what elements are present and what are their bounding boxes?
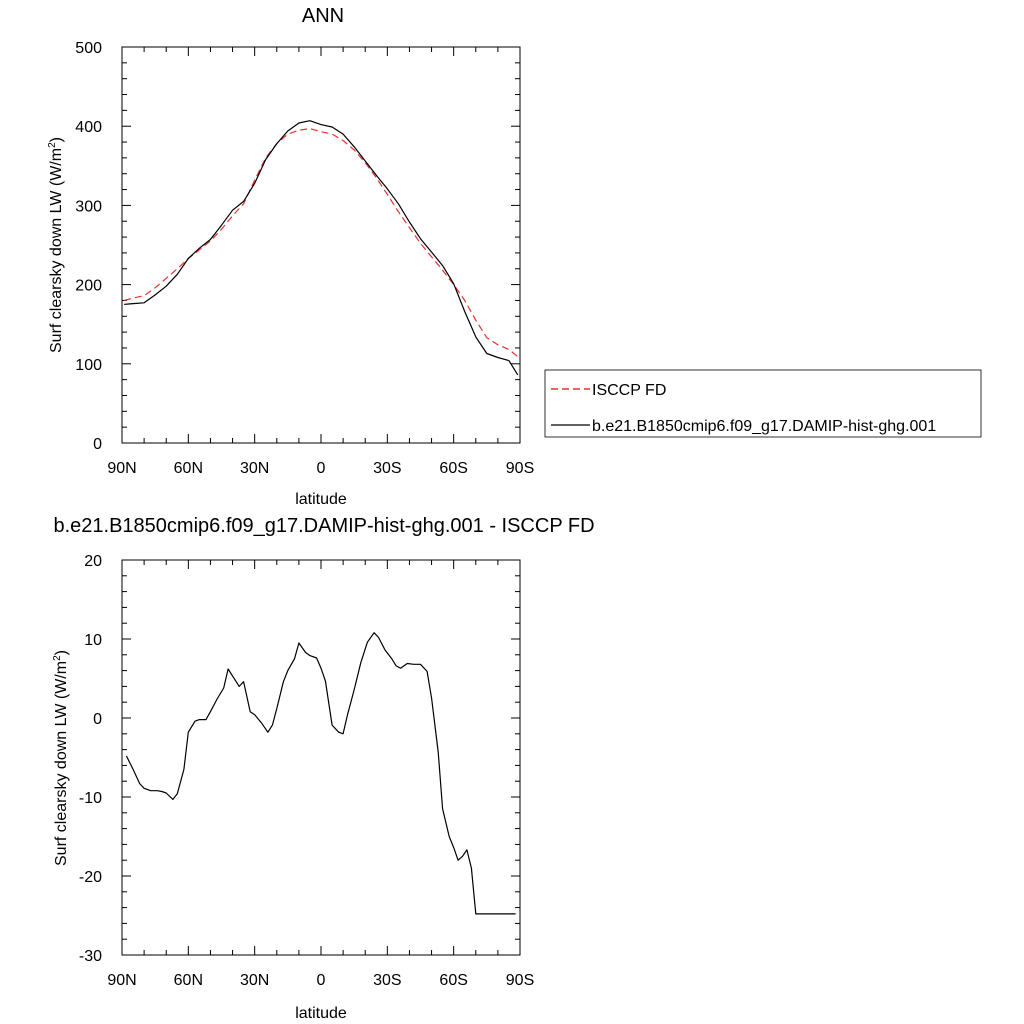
x-tick-label: 30S bbox=[373, 460, 401, 477]
x-tick-label: 30N bbox=[240, 460, 269, 477]
legend-entry-isccp: ISCCP FD bbox=[592, 382, 666, 399]
x-axis-label: latitude bbox=[295, 491, 347, 508]
y-tick-label: 20 bbox=[84, 553, 102, 570]
legend-entry-model: b.e21.B1850cmip6.f09_g17.DAMIP-hist-ghg.… bbox=[592, 418, 936, 435]
x-tick-label: 90N bbox=[107, 972, 136, 989]
legend-box bbox=[544, 369, 982, 438]
x-tick-label: 90S bbox=[506, 460, 534, 477]
axis-ticks: 90N 60N 30N 0 30S 60S 90S 0 100 200 300 400 500 bbox=[75, 40, 534, 477]
y-tick-label: 300 bbox=[75, 198, 102, 215]
y-tick-label: 100 bbox=[75, 357, 102, 374]
x-tick-label: 30S bbox=[373, 972, 401, 989]
y-axis-label: Surf clearsky down LW (W/m2) bbox=[52, 650, 70, 866]
series-lines bbox=[124, 120, 519, 376]
x-tick-label: 60N bbox=[174, 972, 203, 989]
x-tick-label: 90N bbox=[107, 460, 136, 477]
x-tick-label: 0 bbox=[317, 972, 326, 989]
x-tick-label: 60N bbox=[174, 460, 203, 477]
y-tick-label: -10 bbox=[79, 790, 102, 807]
legend: ISCCP FD b.e21.B1850cmip6.f09_g17.DAMIP-… bbox=[544, 369, 982, 438]
x-tick-label: 0 bbox=[317, 460, 326, 477]
x-tick-label: 60S bbox=[439, 460, 467, 477]
chart-title: ANN bbox=[302, 5, 344, 27]
x-tick-label: 30N bbox=[240, 972, 269, 989]
y-tick-label: -30 bbox=[79, 948, 102, 965]
y-tick-label: 10 bbox=[84, 632, 102, 649]
y-tick-label: 500 bbox=[75, 40, 102, 57]
y-tick-label: -20 bbox=[79, 869, 102, 886]
x-axis-label: latitude bbox=[295, 1005, 347, 1022]
x-tick-label: 60S bbox=[439, 972, 467, 989]
series-lines bbox=[125, 632, 516, 915]
y-tick-label: 0 bbox=[93, 711, 102, 728]
y-tick-label: 200 bbox=[75, 278, 102, 295]
y-tick-label: 0 bbox=[93, 436, 102, 453]
series-line-model bbox=[125, 632, 516, 915]
difference-panel: b.e21.B1850cmip6.f09_g17.DAMIP-hist-ghg.… bbox=[52, 515, 595, 1022]
plot-frame bbox=[121, 559, 521, 956]
y-axis-label: Surf clearsky down LW (W/m2) bbox=[47, 137, 65, 353]
series-line-model bbox=[124, 120, 519, 376]
x-tick-label: 90S bbox=[506, 972, 534, 989]
y-tick-label: 400 bbox=[75, 119, 102, 136]
annual-mean-panel: ANN 90N 60N 30N 0 30S 60S 90S0100200300400500 … bbox=[47, 5, 534, 508]
plot-frame bbox=[121, 46, 521, 444]
axis-ticks: 90N 60N 30N 0 30S 60S 90S -30 -20 -10 0 10 20 bbox=[79, 553, 534, 989]
series-line-observation bbox=[124, 128, 519, 358]
chart-title: b.e21.B1850cmip6.f09_g17.DAMIP-hist-ghg.… bbox=[53, 515, 594, 537]
